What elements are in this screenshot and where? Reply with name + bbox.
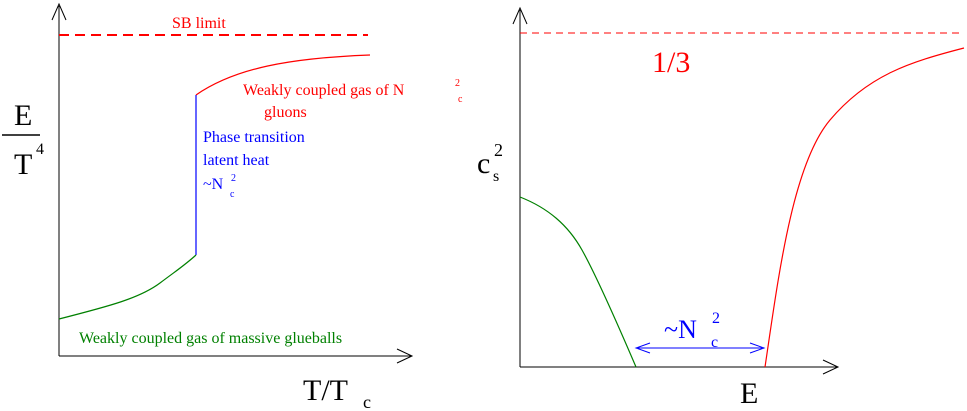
gap-arrow-right-head xyxy=(749,342,766,354)
left-xlabel: T/T xyxy=(303,374,348,407)
phase-transition-label-sup: 2 xyxy=(231,173,236,184)
phase-transition-label-tilde-n: ~N xyxy=(203,176,224,193)
right-red-curve xyxy=(764,47,965,368)
right-ylabel: c xyxy=(477,147,490,180)
phase-transition-label-sub: c xyxy=(230,189,235,200)
right-panel: 1/3 ~N 2 c c 2 s E xyxy=(477,6,965,410)
glueball-gas-label: Weakly coupled gas of massive glueballs xyxy=(79,330,342,347)
right-green-curve xyxy=(519,196,637,368)
phase-transition-label-line1: Phase transition xyxy=(203,129,305,146)
left-ylabel-denominator-sup: 4 xyxy=(36,141,44,158)
left-y-axis-arrowhead xyxy=(51,2,67,21)
sb-limit-label: SB limit xyxy=(172,15,226,32)
right-ylabel-sup: 2 xyxy=(494,140,503,160)
gluon-gas-label-line2: gluons xyxy=(264,104,307,121)
left-panel: SB limit E T 4 T/T c Weakly coupled gas … xyxy=(2,2,463,411)
phase-transition-label-line2: latent heat xyxy=(203,152,270,169)
gap-label-sup: 2 xyxy=(712,310,720,327)
gap-label-sub: c xyxy=(711,334,718,351)
right-y-axis-arrowhead xyxy=(512,6,528,25)
green-glueball-curve xyxy=(58,254,197,320)
one-third-label: 1/3 xyxy=(652,46,690,79)
left-ylabel-numerator: E xyxy=(14,99,32,132)
gluon-gas-label-sub: c xyxy=(458,94,463,105)
left-x-axis-arrowhead xyxy=(396,348,414,364)
red-gluon-curve xyxy=(195,54,371,96)
right-xlabel: E xyxy=(740,377,758,410)
right-ylabel-sub: s xyxy=(493,168,499,185)
left-xlabel-sub: c xyxy=(363,392,371,411)
gluon-gas-label-line1: Weakly coupled gas of N xyxy=(243,82,405,99)
gap-label: ~N xyxy=(664,315,697,344)
left-ylabel-denominator: T xyxy=(14,148,32,181)
gap-arrow-left-head xyxy=(634,342,651,354)
right-x-axis-arrowhead xyxy=(822,359,840,375)
gluon-gas-label-sup: 2 xyxy=(455,78,460,89)
